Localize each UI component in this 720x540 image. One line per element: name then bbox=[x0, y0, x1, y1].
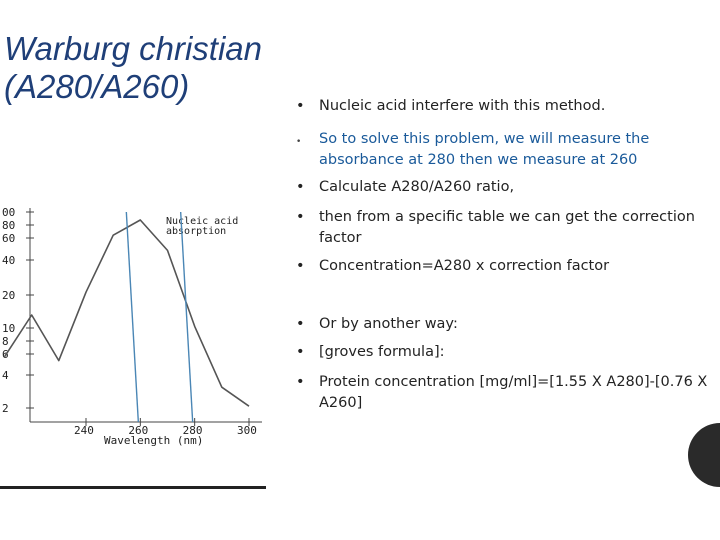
marker-line bbox=[125, 211, 140, 423]
y-tick-label: 20 bbox=[2, 289, 15, 302]
divider-line bbox=[0, 486, 266, 489]
x-axis-label: Wavelength (nm) bbox=[104, 434, 203, 447]
curve-label: Nucleic acid bbox=[166, 216, 238, 227]
y-tick-label: 80 bbox=[2, 219, 15, 232]
y-tick-label: 8 bbox=[2, 335, 9, 348]
bullet-text: Protein concentration [mg/ml]=[1.55 X A2… bbox=[319, 374, 708, 411]
bullet-marker: • bbox=[296, 137, 302, 147]
y-tick-label: 00 bbox=[2, 206, 15, 219]
y-tick-label: 2 bbox=[2, 402, 9, 415]
bullet-text: [groves formula]: bbox=[319, 344, 445, 360]
bullet-marker: • bbox=[296, 209, 305, 225]
y-tick-label: 4 bbox=[2, 369, 9, 382]
marker-line bbox=[179, 211, 194, 423]
y-tick-label: 60 bbox=[2, 232, 15, 245]
slide-title-line-1: Warburg christian bbox=[4, 30, 262, 67]
chart-background bbox=[0, 200, 288, 453]
decorative-circle bbox=[688, 423, 720, 487]
slide-title-line-2: (A280/A260) bbox=[4, 68, 190, 105]
bullet-text: Calculate A280/A260 ratio, bbox=[319, 179, 515, 195]
bullet-marker: • bbox=[296, 179, 305, 195]
bullet-marker: • bbox=[296, 344, 305, 360]
bullet-text: Or by another way: bbox=[319, 316, 458, 332]
bullet-marker: • bbox=[296, 374, 305, 390]
bullet-marker: • bbox=[296, 316, 305, 332]
bullet-marker: • bbox=[296, 258, 305, 274]
bullet-text: So to solve this problem, we will measur… bbox=[319, 131, 650, 168]
absorption-chart: 00 80 60 40 20 10 8 6 4 2 240 260 280 300 Wavelength (… bbox=[0, 200, 290, 455]
x-tick-label: 240 bbox=[74, 424, 94, 437]
bullet-text: then from a specific table we can get th… bbox=[319, 209, 695, 246]
x-tick-label: 300 bbox=[237, 424, 257, 437]
y-tick-label: 40 bbox=[2, 254, 15, 267]
x-tick-label: 280 bbox=[183, 424, 203, 437]
bullet-marker: • bbox=[296, 98, 305, 114]
curve-label: absorption bbox=[166, 226, 226, 237]
bullet-text: Nucleic acid interfere with this method. bbox=[319, 98, 606, 114]
x-tick-label: 260 bbox=[128, 424, 148, 437]
bullet-text: Concentration=A280 x correction factor bbox=[319, 258, 610, 274]
slide-title: Warburg christian (A280/A260) bbox=[4, 30, 304, 106]
y-tick-label: 10 bbox=[2, 322, 15, 335]
